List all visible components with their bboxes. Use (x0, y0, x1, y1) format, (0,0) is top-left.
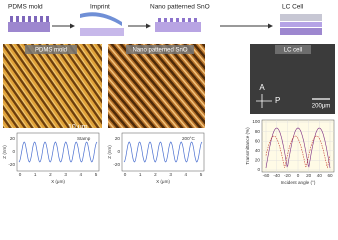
analyzer-label: A (259, 83, 265, 92)
x-tick-label: -20 (284, 173, 291, 178)
y-tick-label: 20 (10, 136, 16, 141)
image-label: LC cell (284, 48, 302, 54)
x-tick-label: 40 (317, 173, 323, 178)
y-tick-label: 0 (117, 149, 120, 154)
y-axis-label: Z (nm) (2, 145, 7, 159)
afm-image (108, 44, 205, 128)
x-tick-label: 5 (200, 172, 203, 177)
y-tick-label: 0 (257, 167, 260, 172)
annotation: 200°C (182, 136, 196, 141)
x-tick-label: 3 (64, 172, 67, 177)
x-axis-label: X (μm) (51, 179, 65, 184)
x-axis-label: X (μm) (156, 179, 170, 184)
microscope-image (250, 44, 335, 114)
y-tick-label: -20 (8, 162, 15, 167)
scale-label: 200μm (312, 104, 330, 110)
x-tick-label: -40 (273, 173, 280, 178)
y-tick-label: 80 (255, 129, 261, 134)
page: {"top": {"labels": ["PDMS mold", "Imprin… (2, 3, 335, 186)
profile-curve (18, 141, 98, 163)
y-tick-label: 20 (115, 136, 121, 141)
label-box (126, 45, 194, 54)
image-label: PDMS mold (35, 48, 67, 54)
y-tick-label: 0 (12, 149, 15, 154)
x-tick-label: 0 (19, 172, 22, 177)
x-tick-label: 4 (80, 172, 83, 177)
polarizer-cross (256, 94, 272, 108)
y-axis-label: Z (nm) (107, 145, 112, 159)
x-tick-label: -60 (263, 173, 270, 178)
x-tick-label: 4 (185, 172, 188, 177)
transmittance-curve (265, 127, 331, 169)
image-label: Nano patterned SnO (132, 48, 187, 54)
x-tick-label: 2 (154, 172, 157, 177)
x-tick-label: 60 (327, 173, 333, 178)
x-tick-label: 2 (49, 172, 52, 177)
step-label: Imprint (90, 4, 110, 11)
x-tick-label: 0 (124, 172, 127, 177)
x-tick-label: 1 (139, 172, 142, 177)
illustrations (8, 12, 322, 36)
polarizer-label: P (275, 96, 280, 105)
y-tick-label: -20 (113, 162, 120, 167)
profile-curve (123, 141, 203, 163)
transmittance-curve (265, 135, 331, 169)
x-axis-label: Incident angle (°) (281, 180, 316, 185)
y-tick-label: 20 (255, 158, 261, 163)
x-tick-label: 20 (306, 173, 312, 178)
y-axis-label: Transmittance (%) (245, 127, 250, 165)
y-tick-label: 100 (252, 119, 260, 124)
x-tick-label: 5 (95, 172, 98, 177)
afm-image (3, 44, 102, 128)
step-label: PDMS mold (8, 4, 43, 11)
label-box (275, 45, 311, 54)
label-box (25, 45, 77, 54)
step-label: LC Cell (282, 4, 304, 11)
x-tick-label: 1 (34, 172, 37, 177)
y-tick-label: 60 (255, 138, 261, 143)
y-tick-label: 40 (255, 148, 261, 153)
x-tick-label: 3 (169, 172, 172, 177)
figure: PDMS mold Imprint Nano patterned SnO LC … (2, 4, 335, 185)
annotation: Stamp (77, 136, 91, 141)
scale-label: 10 μm (68, 124, 88, 131)
step-label: Nano patterned SnO (150, 4, 210, 11)
x-tick-label: 0 (297, 173, 300, 178)
